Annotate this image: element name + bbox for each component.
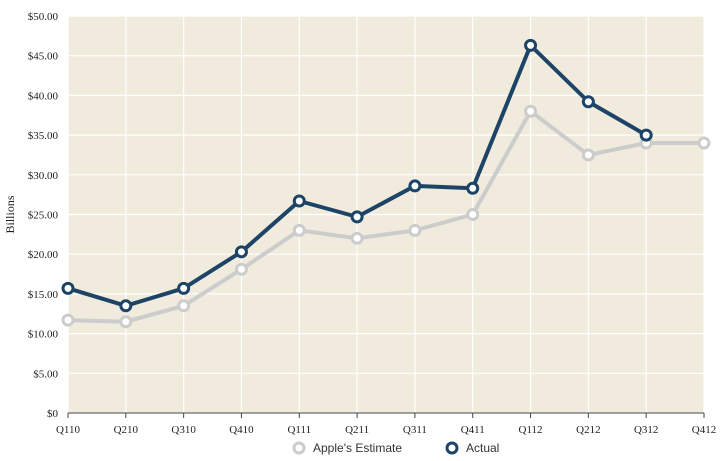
x-tick-label: Q111 <box>287 424 311 436</box>
y-tick-label: $35.00 <box>28 130 59 142</box>
series-layer <box>61 38 711 329</box>
data-point <box>524 104 538 118</box>
data-point <box>350 210 364 224</box>
data-point <box>581 95 595 109</box>
y-tick-label: $25.00 <box>28 210 59 222</box>
gridlines <box>67 15 705 414</box>
legend: Apple's Estimate Actual <box>292 441 499 455</box>
data-point <box>639 128 653 142</box>
data-point <box>61 313 75 327</box>
data-point <box>466 181 480 195</box>
legend-item: Actual <box>445 441 499 455</box>
y-tick-label: $10.00 <box>28 329 59 341</box>
legend-marker <box>292 441 306 455</box>
legend-item: Apple's Estimate <box>292 441 402 455</box>
y-tick-label: $50.00 <box>28 11 59 23</box>
data-point <box>119 299 133 313</box>
y-tick-label: $15.00 <box>28 289 59 301</box>
y-tick-label: $30.00 <box>28 170 59 182</box>
y-tick-label: $0 <box>47 408 59 420</box>
x-tick-label: Q112 <box>519 424 543 436</box>
y-axis-ticks: $0 $5.00 $10.00 $15.00 $20.00 $25.00 $30.00 $35… <box>28 11 59 420</box>
data-point <box>581 148 595 162</box>
data-point <box>234 262 248 276</box>
y-tick-label: $20.00 <box>28 249 59 261</box>
x-axis-ticks: Q110 Q210 Q310 Q410 Q111 Q211 Q311 Q411 Q112 Q212… <box>56 412 716 436</box>
data-point <box>466 208 480 221</box>
data-point <box>177 299 191 313</box>
y-axis-label: Billions <box>3 195 17 233</box>
y-tick-label: $45.00 <box>28 51 59 63</box>
x-tick-label: Q110 <box>56 424 81 436</box>
data-point <box>119 315 133 329</box>
data-point <box>61 281 75 295</box>
x-tick-label: Q312 <box>634 424 658 436</box>
data-point <box>234 245 248 259</box>
legend-label: Apple's Estimate <box>313 441 402 455</box>
x-tick-label: Q410 <box>229 424 254 436</box>
legend-label: Actual <box>466 441 499 455</box>
y-tick-label: $5.00 <box>33 368 58 380</box>
x-tick-label: Q411 <box>461 424 485 436</box>
x-tick-label: Q211 <box>345 424 369 436</box>
data-point <box>350 231 364 245</box>
x-tick-label: Q310 <box>171 424 196 436</box>
data-point <box>524 38 538 52</box>
data-point <box>292 194 306 208</box>
y-tick-label: $40.00 <box>28 90 59 102</box>
data-point <box>177 281 191 295</box>
series-line <box>66 109 706 324</box>
data-point <box>697 136 711 150</box>
x-tick-label: Q210 <box>114 424 139 436</box>
data-point <box>408 223 422 237</box>
data-point <box>408 179 422 193</box>
series-0 <box>61 104 711 329</box>
x-tick-label: Q212 <box>576 424 600 436</box>
data-point <box>292 223 306 237</box>
legend-marker <box>445 441 459 455</box>
x-tick-label: Q311 <box>403 424 427 436</box>
series-1 <box>61 38 653 313</box>
x-tick-label: Q412 <box>692 424 716 436</box>
